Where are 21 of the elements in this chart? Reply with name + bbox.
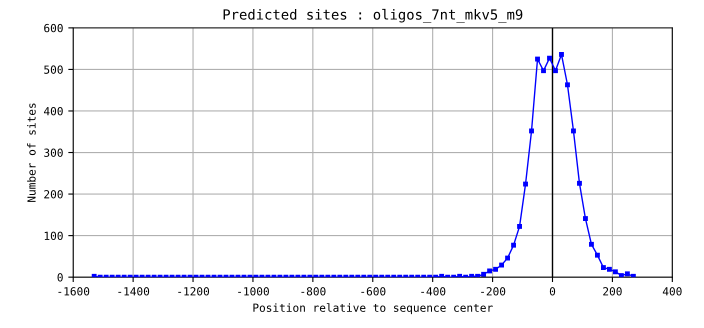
x-tick-label: -1200 — [178, 287, 210, 296]
y-tick-label: 100 — [44, 232, 63, 240]
y-tick-label: 300 — [44, 148, 63, 157]
y-tick-label: 0 — [58, 273, 63, 282]
x-tick-label: 200 — [603, 287, 622, 296]
x-tick-label: -400 — [421, 287, 446, 296]
x-tick-label: -1400 — [118, 287, 150, 296]
x-tick-label: -1600 — [58, 287, 90, 296]
x-tick-label: -200 — [481, 287, 506, 296]
x-tick-label: -600 — [361, 287, 386, 296]
y-tick-label: 200 — [44, 190, 63, 198]
x-axis-title: Position relative to sequence center — [253, 303, 493, 314]
x-tick-label: 0 — [550, 287, 556, 296]
y-axis-title: Number of sites — [27, 103, 36, 202]
chart-title: Predicted sites : oligos_7nt_mkv5_m9 — [224, 8, 522, 23]
x-tick-label: -800 — [301, 287, 326, 296]
y-tick-label: 400 — [44, 106, 63, 116]
y-tick-label: 500 — [44, 65, 63, 74]
y-tick-label: 600 — [44, 24, 63, 32]
x-tick-label: -1000 — [238, 287, 269, 296]
x-tick-label: 400 — [662, 287, 682, 296]
